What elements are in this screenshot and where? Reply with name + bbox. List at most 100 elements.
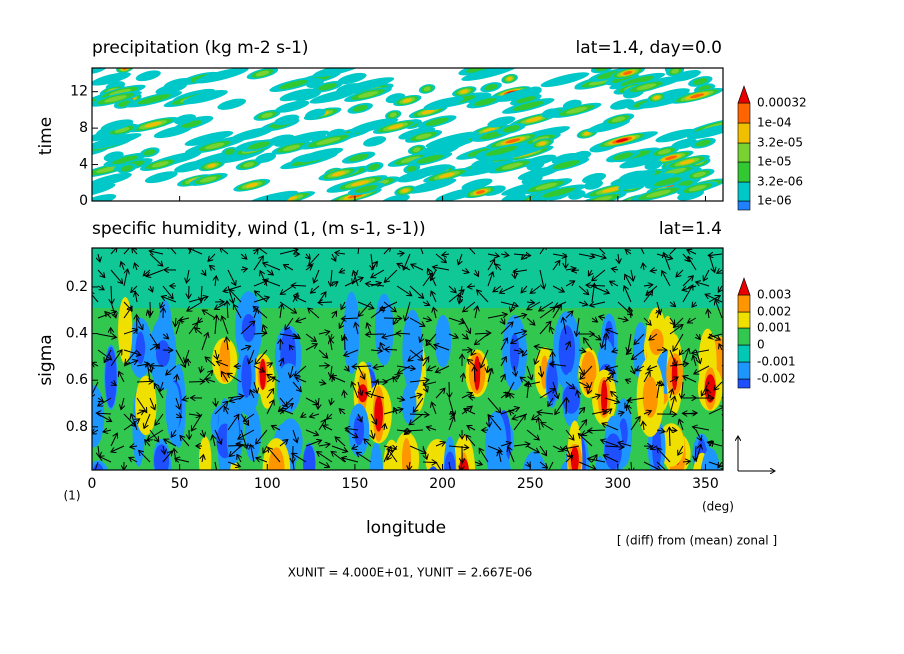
wind-arrow [111, 382, 116, 385]
wind-arrow [662, 271, 671, 287]
contour-fill [423, 96, 464, 111]
wind-arrow [475, 269, 478, 276]
x-unit: (deg) [702, 500, 734, 514]
reference-arrows [738, 436, 775, 471]
wind-arrow [280, 409, 294, 415]
colorbar-box [737, 361, 751, 380]
contour-fill [652, 465, 665, 470]
wind-arrow [209, 265, 216, 270]
contour-fill [205, 142, 225, 150]
contour-fill [541, 108, 560, 119]
wind-arrow [588, 430, 606, 431]
wind-arrow [547, 461, 554, 470]
wind-arrow [291, 285, 307, 286]
wind-arrow [539, 269, 544, 289]
colorbar-box [737, 102, 751, 124]
contour-fill [351, 180, 370, 187]
wind-arrow [237, 454, 241, 463]
wind-arrow [162, 334, 169, 339]
wind-arrow [640, 248, 645, 255]
units-text: XUNIT = 4.000E+01, YUNIT = 2.667E-06 [288, 566, 533, 580]
wind-arrow [521, 285, 528, 293]
contour-fill [92, 463, 104, 470]
wind-arrow [388, 449, 398, 463]
wind-arrow [98, 397, 112, 406]
wind-arrow [435, 442, 445, 446]
x-tick-label: 50 [171, 476, 189, 492]
wind-arrow [342, 458, 359, 463]
contour-fill [679, 159, 695, 165]
wind-arrow [123, 307, 132, 319]
wind-arrow [123, 419, 140, 431]
wind-arrow [708, 333, 723, 338]
wind-arrow [205, 379, 216, 382]
wind-arrow [477, 290, 489, 303]
wind-arrow [487, 254, 499, 256]
wind-arrow [144, 413, 151, 428]
contour-fill [135, 336, 146, 359]
x-tick-label: 150 [342, 476, 369, 492]
wind-arrow [308, 308, 320, 319]
contour-fill [137, 94, 171, 105]
contour-fill [620, 76, 654, 87]
wind-arrow [611, 392, 619, 399]
wind-arrow [166, 365, 177, 375]
y-axis-label: time [36, 117, 56, 155]
wind-arrow [371, 269, 385, 278]
contour-fill [92, 194, 117, 201]
wind-arrow [161, 296, 177, 303]
wind-arrow [617, 318, 628, 320]
wind-arrow [97, 333, 116, 337]
y-tick-label: 12 [70, 84, 88, 100]
wind-arrow [474, 367, 475, 383]
x-tick-label: 0 [88, 476, 97, 492]
wind-arrow [283, 265, 294, 271]
wind-arrow [550, 364, 567, 366]
wind-arrow [187, 359, 189, 367]
wind-arrow [96, 413, 112, 414]
wind-arrow [370, 283, 381, 286]
wind-arrow [383, 248, 391, 255]
wind-arrow [673, 317, 684, 328]
colorbar-label: 1e-04 [757, 116, 792, 130]
colorbar-label: 3.2e-05 [757, 136, 803, 150]
contour-fill [458, 160, 514, 177]
wind-arrow [352, 446, 359, 449]
contour-fill [688, 185, 707, 192]
wind-arrow [202, 270, 206, 275]
wind-arrow [254, 249, 258, 254]
wind-arrow [110, 301, 116, 318]
contour-fill [466, 68, 490, 73]
wind-arrow [198, 318, 202, 323]
wind-arrow [266, 400, 274, 415]
wind-arrow [254, 381, 257, 393]
contour-fill [646, 189, 671, 198]
wind-arrow [679, 419, 683, 431]
wind-arrow [382, 334, 398, 338]
wind-arrow [180, 436, 190, 447]
wind-arrow [656, 461, 671, 470]
wind-arrow [123, 248, 131, 255]
wind-arrow [98, 253, 100, 262]
wind-arrow [131, 285, 138, 292]
wind-arrow [612, 350, 619, 352]
contour-fill [512, 101, 544, 111]
contour-fill [616, 138, 629, 143]
wind-arrow [578, 461, 596, 469]
contour-fill [160, 475, 170, 496]
wind-arrow [318, 382, 326, 384]
wind-arrow [669, 349, 676, 366]
wind-arrow [249, 349, 255, 364]
contour-fill [610, 99, 635, 110]
contour-fill [417, 139, 471, 155]
wind-arrow [683, 376, 697, 383]
wind-arrow [708, 254, 723, 256]
wind-arrow [714, 381, 723, 390]
wind-arrow [420, 248, 424, 255]
wind-arrow [625, 250, 632, 254]
wind-arrow [175, 459, 190, 462]
contour-fill [207, 163, 217, 168]
contour-fill [562, 333, 572, 367]
contour-fill [642, 376, 658, 418]
wind-arrow [565, 455, 573, 463]
